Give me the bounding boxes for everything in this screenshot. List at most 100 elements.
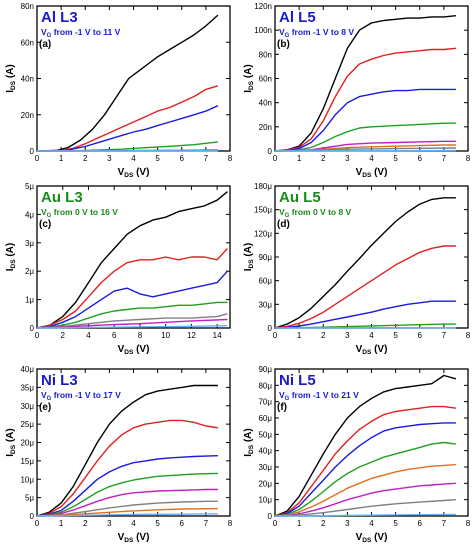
- gate-voltage-range: VG from -1 V to 17 V: [41, 390, 121, 402]
- plot-frame: [36, 5, 231, 152]
- y-tick-label: 5μ: [25, 494, 34, 503]
- y-tick-label: 40n: [259, 99, 272, 108]
- x-tick-label: 0: [273, 154, 278, 163]
- series-line-4: [274, 441, 456, 517]
- x-tick-label: 2: [83, 154, 88, 163]
- y-tick-label: 25μ: [20, 420, 34, 429]
- series-line-1: [36, 14, 219, 152]
- y-tick-label: 70μ: [258, 398, 272, 407]
- x-tick-label: 6: [418, 154, 423, 163]
- gate-voltage-range: VG from 0 V to 8 V: [279, 207, 352, 219]
- series-line-6: [36, 318, 228, 329]
- x-tick-label: 10: [161, 331, 170, 340]
- series-line-2: [274, 405, 456, 517]
- y-tick-label: 100n: [254, 26, 272, 35]
- x-tick-label: 4: [369, 154, 374, 163]
- series-line-3: [274, 422, 456, 517]
- panel-letter: (d): [277, 219, 290, 230]
- x-tick-label: 0: [35, 331, 40, 340]
- y-tick-label: 60n: [21, 38, 34, 47]
- y-tick-label: 150μ: [254, 206, 272, 215]
- y-tick-label: 180μ: [254, 182, 272, 191]
- x-tick-label: 7: [442, 154, 447, 163]
- gate-voltage-range: VG from -1 V to 8 V: [279, 27, 354, 39]
- x-tick-label: 0: [273, 519, 278, 528]
- y-tick-label: 60μ: [258, 277, 272, 286]
- series-line-4: [36, 472, 218, 517]
- y-tick-label: 60n: [259, 75, 272, 84]
- y-axis-label: IDS (A): [5, 428, 17, 456]
- panel-letter: (c): [39, 219, 51, 230]
- x-tick-label: 8: [466, 331, 471, 340]
- y-tick-label: 35μ: [20, 383, 34, 392]
- y-tick-label: 40μ: [20, 365, 34, 374]
- x-tick-label: 7: [442, 519, 447, 528]
- series-line-8: [274, 513, 456, 517]
- y-tick-label: 3μ: [25, 239, 34, 248]
- x-tick-label: 1: [297, 519, 302, 528]
- x-tick-label: 1: [297, 331, 302, 340]
- x-tick-label: 8: [228, 154, 233, 163]
- y-tick-label: 30μ: [20, 402, 34, 411]
- panel-e: 0 1 2 3 4 5 6 7 8 0 5μ 10μ 15μ 20μ 25μ 30μ 35μ 40μ Ni L3VG…: [5, 365, 233, 544]
- y-tick-label: 0: [30, 147, 35, 156]
- y-tick-label: 80n: [259, 50, 272, 59]
- x-tick-label: 2: [321, 331, 326, 340]
- y-tick-label: 1μ: [25, 296, 34, 305]
- series-line-3: [36, 105, 219, 152]
- series-line-5: [36, 488, 218, 517]
- series-line-7: [36, 325, 228, 329]
- panel-title: Au L5: [279, 189, 321, 206]
- panel-title: Ni L3: [41, 372, 78, 389]
- y-tick-label: 30μ: [258, 463, 272, 472]
- y-tick-label: 40n: [21, 75, 34, 84]
- series-line-1: [274, 15, 456, 152]
- x-tick-label: 1: [297, 154, 302, 163]
- series-line-1: [274, 374, 457, 517]
- x-tick-label: 7: [204, 519, 209, 528]
- x-axis-label: VDS (V): [118, 532, 150, 544]
- y-tick-label: 10μ: [258, 496, 272, 505]
- series-line-5: [36, 313, 228, 329]
- series-line-4: [36, 301, 228, 329]
- x-axis-label: VDS (V): [356, 532, 388, 544]
- series-line-3: [274, 88, 456, 152]
- y-tick-label: 90μ: [258, 365, 272, 374]
- x-tick-label: 2: [83, 519, 88, 528]
- y-tick-label: 15μ: [20, 457, 34, 466]
- series-line-2: [36, 248, 228, 329]
- gate-voltage-range: VG from 0 V to 16 V: [41, 207, 118, 219]
- series-line-5: [274, 463, 456, 517]
- gate-voltage-range: VG from -1 V to 11 V: [41, 27, 121, 39]
- x-tick-label: 3: [107, 519, 112, 528]
- y-tick-label: 30μ: [258, 300, 272, 309]
- x-tick-label: 0: [35, 519, 40, 528]
- y-axis-label: IDS (A): [5, 64, 17, 92]
- panel-letter: (a): [39, 39, 51, 50]
- panel-title: Au L3: [41, 189, 83, 206]
- x-tick-label: 6: [112, 331, 117, 340]
- x-tick-label: 5: [393, 154, 398, 163]
- series-line-1: [36, 191, 228, 329]
- plot-frame: [274, 185, 469, 329]
- x-tick-label: 7: [442, 331, 447, 340]
- x-tick-label: 8: [466, 519, 471, 528]
- y-tick-label: 90μ: [258, 253, 272, 262]
- x-tick-label: 8: [228, 519, 233, 528]
- panel-f: 0 1 2 3 4 5 6 7 8 0 10μ 20μ 30μ 40μ 50μ 60μ 70μ 80μ 90μ Ni …: [243, 365, 471, 544]
- y-tick-label: 0: [30, 512, 35, 521]
- y-tick-label: 0: [268, 324, 273, 333]
- series-line-2: [36, 85, 219, 152]
- series-line-3: [274, 300, 456, 329]
- y-tick-label: 20μ: [20, 439, 34, 448]
- x-tick-label: 3: [345, 331, 350, 340]
- panel-letter: (b): [277, 39, 290, 50]
- x-tick-label: 6: [418, 519, 423, 528]
- series-line-6: [36, 500, 218, 517]
- x-tick-label: 1: [59, 154, 64, 163]
- y-axis-label: IDS (A): [5, 243, 17, 271]
- y-tick-label: 80μ: [258, 381, 272, 390]
- y-tick-label: 0: [30, 324, 35, 333]
